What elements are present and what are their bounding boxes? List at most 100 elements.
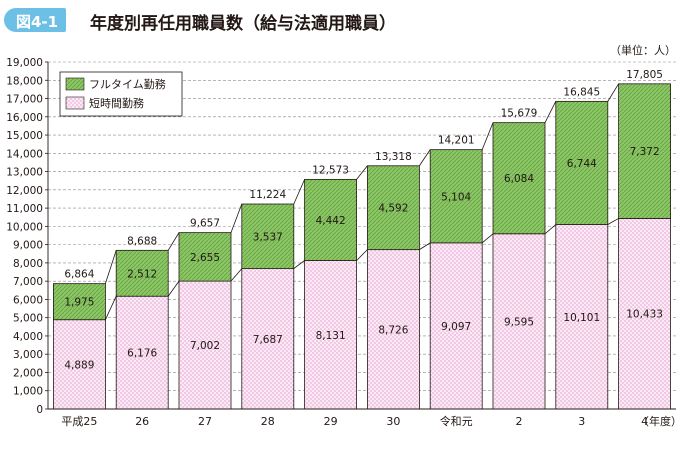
data-label-shorttime: 7,002 — [190, 340, 220, 352]
connector-total — [419, 149, 431, 166]
bar-fulltime — [304, 178, 358, 261]
data-label-fulltime: 7,372 — [630, 146, 660, 158]
data-label-total: 15,679 — [501, 108, 538, 120]
legend-swatch-fulltime — [65, 77, 85, 91]
x-tick-label: 28 — [261, 415, 275, 428]
x-tick-label: 26 — [135, 415, 149, 428]
y-tick-label: 15,000 — [6, 130, 43, 142]
y-tick-label: 16,000 — [6, 112, 43, 124]
legend-swatch-shorttime — [65, 96, 85, 110]
legend-label-fulltime: フルタイム勤務 — [89, 77, 166, 91]
bar-shorttime — [618, 218, 671, 410]
connector-shorttime — [167, 280, 180, 297]
y-tick-label: 0 — [36, 404, 43, 416]
connector-total — [230, 203, 243, 233]
x-tick-label: 3 — [578, 415, 585, 428]
y-tick-label: 14,000 — [6, 148, 43, 160]
bar-shorttime — [115, 295, 169, 410]
figure-label: 図4-1 — [16, 13, 59, 31]
x-tick-label: 27 — [198, 415, 212, 428]
y-tick-label: 6,000 — [13, 294, 43, 306]
y-tick-label: 10,000 — [6, 221, 43, 233]
data-label-fulltime: 4,442 — [316, 215, 346, 227]
connector-total — [607, 83, 619, 102]
data-label-total: 14,201 — [438, 135, 475, 147]
y-tick-label: 13,000 — [6, 167, 43, 179]
y-tick-label: 18,000 — [6, 75, 43, 87]
data-label-shorttime: 4,889 — [64, 359, 94, 371]
connector-total — [481, 122, 494, 150]
data-label-shorttime: 10,101 — [563, 312, 600, 324]
x-tick-label: 4 — [641, 415, 648, 428]
data-label-fulltime: 1,975 — [64, 297, 94, 309]
y-tick-label: 11,000 — [6, 203, 43, 215]
data-label-total: 11,224 — [249, 189, 286, 201]
connector-shorttime — [230, 268, 243, 282]
bar-fulltime — [366, 165, 420, 251]
data-label-fulltime: 4,592 — [378, 203, 408, 215]
connector-shorttime — [481, 233, 494, 244]
y-tick-label: 7,000 — [13, 276, 43, 288]
data-label-shorttime: 9,595 — [504, 316, 534, 328]
data-label-fulltime: 6,744 — [567, 158, 597, 170]
connector-shorttime — [544, 224, 557, 235]
y-tick-label: 3,000 — [13, 349, 43, 361]
bar-fulltime — [241, 203, 295, 270]
bar-fulltime — [555, 100, 609, 225]
bar-shorttime — [429, 242, 483, 410]
data-label-total: 13,318 — [375, 151, 412, 163]
unit-label: （単位：人） — [610, 43, 676, 57]
connector-shorttime — [293, 260, 305, 269]
data-label-fulltime: 5,104 — [441, 191, 471, 203]
figure-badge — [4, 8, 66, 32]
y-tick-label: 17,000 — [6, 94, 43, 106]
data-label-total: 8,688 — [127, 235, 157, 247]
data-label-total: 17,805 — [626, 69, 663, 81]
connector-shorttime — [607, 218, 619, 225]
y-tick-label: 19,000 — [6, 57, 43, 69]
y-tick-label: 1,000 — [13, 386, 43, 398]
data-label-total: 16,845 — [563, 86, 600, 98]
connector-total — [544, 101, 557, 123]
data-label-fulltime: 2,512 — [127, 268, 157, 280]
bar-shorttime — [241, 268, 295, 410]
bar-shorttime — [555, 224, 609, 410]
x-tick-label: 30 — [386, 415, 400, 428]
bar-fulltime — [492, 122, 546, 235]
connector-shorttime — [105, 296, 117, 320]
connector-total — [167, 232, 180, 251]
bar-shorttime — [53, 319, 106, 410]
data-label-total: 6,864 — [64, 269, 94, 281]
data-label-shorttime: 7,687 — [253, 334, 283, 346]
x-tick-label: 平成25 — [61, 415, 97, 428]
data-label-shorttime: 6,176 — [127, 348, 157, 360]
bar-fulltime — [115, 249, 169, 297]
data-label-fulltime: 6,084 — [504, 173, 534, 185]
x-tick-label: 29 — [324, 415, 338, 428]
bar-fulltime — [618, 83, 671, 219]
connector-shorttime — [419, 242, 431, 250]
legend-label-shorttime: 短時間勤務 — [89, 96, 144, 110]
bar-shorttime — [492, 233, 546, 410]
data-label-total: 12,573 — [312, 164, 349, 176]
figure-header: 図4-1 年度別再任用職員数（給与法適用職員） — [0, 0, 690, 40]
stacked-bar-chart: 4,889 1,975 6,864 6,176 2,512 8,688 7,002 2,655… — [6, 43, 682, 428]
chart-title: 年度別再任用職員数（給与法適用職員） — [90, 14, 396, 34]
y-tick-label: 12,000 — [6, 185, 43, 197]
bar-fulltime — [429, 149, 483, 244]
connector-total — [105, 250, 117, 284]
y-tick-label: 2,000 — [13, 367, 43, 379]
data-label-shorttime: 8,726 — [378, 324, 408, 336]
connector-total — [293, 179, 305, 205]
x-tick-label: 令和元 — [440, 414, 473, 428]
connector-shorttime — [356, 249, 368, 261]
y-tick-label: 4,000 — [13, 331, 43, 343]
x-axis-suffix: （年度） — [638, 414, 682, 428]
data-label-total: 9,657 — [190, 218, 220, 230]
bar-fulltime — [178, 232, 232, 282]
data-label-fulltime: 3,537 — [253, 231, 283, 243]
connector-total — [356, 165, 368, 180]
y-tick-label: 8,000 — [13, 258, 43, 270]
x-tick-label: 2 — [516, 415, 523, 428]
data-label-fulltime: 2,655 — [190, 252, 220, 264]
